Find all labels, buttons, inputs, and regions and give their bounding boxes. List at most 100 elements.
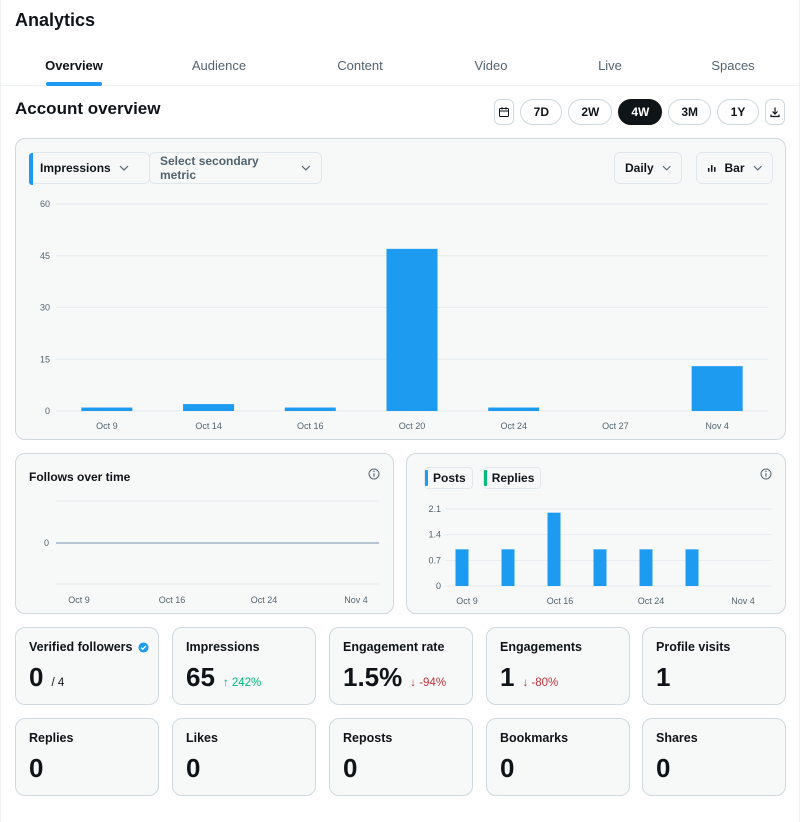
stat-engagement-rate[interactable]: Engagement rate 1.5% ↓ -94% [329,627,473,705]
range-4w-button[interactable]: 4W [618,99,663,125]
stat-label-text: Verified followers [29,640,133,654]
bar [81,407,133,411]
stat-likes[interactable]: Likes 0 [172,718,316,796]
stat-label: Engagements [500,640,582,654]
stat-number: 0 [29,753,44,783]
stat-number: 0 [656,753,671,783]
legend-replies[interactable]: Replies [482,467,542,489]
x-tick-label: Nov 4 [731,596,755,606]
follows-chart-title: Follows over time [29,470,131,484]
download-button[interactable] [765,99,785,125]
x-tick-label: Oct 9 [68,595,90,605]
stat-label: Bookmarks [500,731,569,745]
x-tick-label: Oct 16 [297,421,324,431]
tab-label: Audience [191,57,247,73]
bar-chart-icon [707,165,716,172]
stat-profile-visits[interactable]: Profile visits 1 [642,627,786,705]
range-1y-button[interactable]: 1Y [717,99,759,125]
tab-video[interactable]: Video [445,44,537,86]
legend-posts[interactable]: Posts [424,467,473,489]
y-tick-label: 1.4 [428,530,441,540]
info-icon[interactable] [760,468,772,480]
y-tick-label: 0.7 [428,555,441,565]
x-tick-label: Oct 16 [159,595,186,605]
info-icon[interactable] [368,468,380,480]
granularity-dropdown[interactable]: Daily [614,152,682,184]
follows-chart-card: Follows over time 0 Oct 9 Oct 16 Oct 24 Nov … [15,453,394,614]
stat-engagements[interactable]: Engagements 1 ↓ -80% [486,627,630,705]
stat-value: 0 [186,753,200,784]
stat-label: Reposts [343,731,393,745]
stat-number: 65 [186,662,215,692]
range-3m-button[interactable]: 3M [668,99,711,125]
stat-number: 1.5% [343,662,403,692]
x-tick-label: Oct 9 [456,596,478,606]
tab-spaces[interactable]: Spaces [683,44,783,86]
bar [593,549,607,586]
stat-number: 0 [343,753,358,783]
stat-reposts[interactable]: Reposts 0 [329,718,473,796]
stat-value: 1 [656,662,670,693]
stat-label: Replies [29,731,74,745]
stat-label: Shares [656,731,698,745]
tab-label: Overview [45,57,103,73]
tab-label: Spaces [711,57,755,73]
bar [183,404,235,411]
posts-chart-card: Posts Replies 0 0.7 1.4 2.1 Oct 9 Oct 16 Oct 2… [406,453,786,614]
stat-number: 0 [29,662,44,692]
stat-shares[interactable]: Shares 0 [642,718,786,796]
verified-badge-icon [137,641,149,653]
bar [639,549,653,586]
chart-type-dropdown[interactable]: Bar [696,152,773,184]
x-tick-label: Oct 24 [638,596,665,606]
date-range-selector: 7D 2W 4W 3M 1Y [494,99,785,125]
x-tick-label: Nov 4 [705,421,729,431]
stat-label: Verified followers [29,640,149,654]
range-2w-button[interactable]: 2W [568,99,613,125]
y-tick-label: 45 [40,251,50,261]
primary-metric-accent [29,153,33,185]
y-tick-label: 0 [44,538,49,548]
primary-metric-dropdown[interactable]: Impressions [29,152,150,185]
tab-label: Video [474,57,508,73]
tab-overview[interactable]: Overview [15,44,133,86]
legend-replies-swatch [483,470,487,486]
secondary-metric-dropdown[interactable]: Select secondary metric [149,152,322,184]
x-tick-label: Nov 4 [344,595,368,605]
stat-delta: ↑ 242% [222,677,262,689]
bar [488,407,540,411]
stat-label: Likes [186,731,218,745]
tab-audience[interactable]: Audience [163,44,275,86]
posts-chart-legend: Posts Replies [424,467,542,489]
bar [501,549,515,586]
calendar-icon [499,107,510,117]
stat-verified-followers[interactable]: Verified followers 0 / 4 [15,627,159,705]
stat-value: 0 / 4 [29,662,64,693]
tab-live[interactable]: Live [569,44,651,86]
follows-chart: 0 Oct 9 Oct 16 Oct 24 Nov 4 [44,500,379,605]
calendar-button[interactable] [494,99,515,125]
stat-delta: ↓ -80% [522,677,559,689]
stat-replies[interactable]: Replies 0 [15,718,159,796]
stat-impressions[interactable]: Impressions 65 ↑ 242% [172,627,316,705]
tab-label: Content [337,57,383,73]
bar [547,512,561,586]
chevron-down-icon [301,165,311,171]
y-tick-label: 30 [40,303,50,313]
x-tick-label: Oct 24 [251,595,278,605]
stat-label: Engagement rate [343,640,445,654]
stat-label: Profile visits [656,640,731,654]
stat-label: Impressions [186,640,260,654]
chevron-down-icon [662,165,671,171]
range-7d-button[interactable]: 7D [520,99,563,125]
x-tick-label: Oct 20 [399,421,426,431]
legend-posts-swatch [425,470,428,486]
stat-value: 1 ↓ -80% [500,662,558,693]
stat-value: 0 [29,753,43,784]
section-title: Account overview [15,99,161,118]
tab-content[interactable]: Content [307,44,413,86]
stat-bookmarks[interactable]: Bookmarks 0 [486,718,630,796]
posts-chart: 0 0.7 1.4 2.1 Oct 9 Oct 16 Oct 24 Nov 4 [428,504,772,606]
x-tick-label: Oct 27 [602,421,629,431]
stat-sub: / 4 [51,677,65,689]
